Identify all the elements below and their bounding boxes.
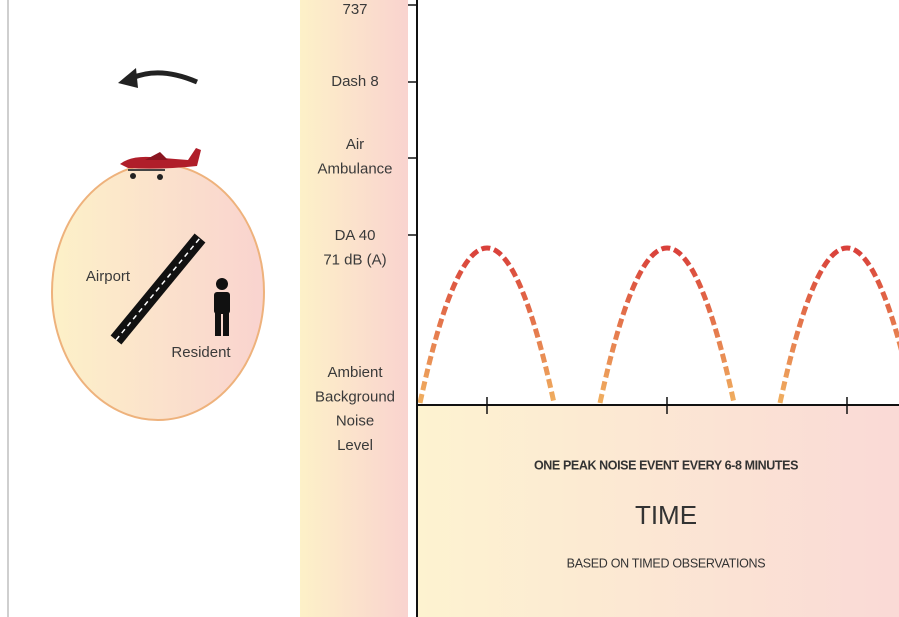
noise-wave [600, 248, 734, 403]
level-label: Air [346, 136, 364, 153]
caption: ONE PEAK NOISE EVENT EVERY 6-8 MINUTES [534, 458, 798, 472]
noise-wave [780, 248, 899, 403]
level-label: Level [337, 437, 373, 454]
level-label: Dash 8 [331, 73, 379, 90]
level-label: DA 40 [335, 227, 376, 244]
level-label: Background [315, 388, 395, 405]
level-label: Noise [336, 413, 374, 430]
level-label: 71 dB (A) [323, 251, 386, 268]
direction-arrow [132, 73, 197, 82]
airport-label: Airport [86, 268, 131, 285]
level-band [300, 0, 408, 617]
time-axis-title: TIME [635, 500, 697, 530]
note: BASED ON TIMED OBSERVATIONS [567, 556, 766, 570]
infographic: Airport Resident 737 Dash 8 Air Ambulance DA… [0, 0, 899, 617]
arrow-head [118, 68, 138, 88]
level-label: Ambient [327, 364, 383, 381]
axis-ticks [408, 5, 847, 414]
resident-label: Resident [171, 344, 231, 361]
noise-waves [420, 248, 899, 403]
level-label: Ambulance [317, 160, 392, 177]
noise-wave [420, 248, 554, 403]
level-label: 737 [342, 1, 367, 18]
